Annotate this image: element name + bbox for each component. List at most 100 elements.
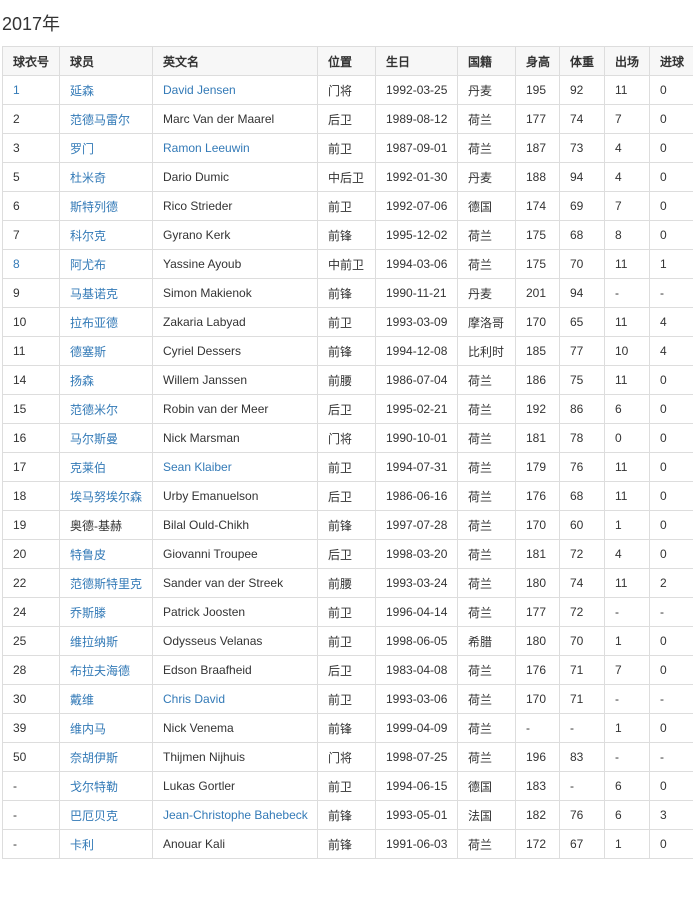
cell-nationality: 荷兰: [457, 249, 516, 279]
cell-height: 177: [515, 597, 560, 627]
cell-nationality: 荷兰: [457, 539, 516, 569]
cell-weight: 86: [559, 394, 605, 424]
player-link[interactable]: 马基诺克: [70, 286, 119, 301]
cell-player: 范德米尔: [59, 394, 153, 424]
cell-player: 杜米奇: [59, 162, 153, 192]
player-link[interactable]: 阿尤布: [70, 257, 107, 272]
cell-weight: -: [559, 771, 605, 801]
cell-position: 中前卫: [317, 249, 376, 279]
english-name-link[interactable]: Ramon Leeuwin: [163, 141, 250, 155]
table-row: 16 马尔斯曼 Nick Marsman 门将 1990-10-01 荷兰 181 78 0 0: [2, 423, 693, 453]
cell-player: 克莱伯: [59, 452, 153, 482]
table-row: 7 科尔克 Gyrano Kerk 前锋 1995-12-02 荷兰 175 68 8 0: [2, 220, 693, 250]
cell-birthday: 1994-03-06: [375, 249, 458, 279]
cell-player: 扬森: [59, 365, 153, 395]
player-link[interactable]: 布拉夫海德: [70, 663, 131, 678]
cell-nationality: 荷兰: [457, 104, 516, 134]
cell-height: 181: [515, 539, 560, 569]
cell-birthday: 1986-07-04: [375, 365, 458, 395]
cell-goals: 0: [649, 771, 693, 801]
cell-nationality: 荷兰: [457, 684, 516, 714]
cell-goals: 0: [649, 510, 693, 540]
english-name-link[interactable]: David Jensen: [163, 83, 236, 97]
cell-player: 埃马努埃尔森: [59, 481, 153, 511]
cell-weight: 83: [559, 742, 605, 772]
cell-position: 前锋: [317, 800, 376, 830]
player-link[interactable]: 斯特列德: [70, 199, 119, 214]
player-link[interactable]: 戴维: [70, 692, 95, 707]
cell-weight: 69: [559, 191, 605, 221]
english-name-link[interactable]: Jean-Christophe Bahebeck: [163, 808, 308, 822]
player-link[interactable]: 奈胡伊斯: [70, 750, 119, 765]
cell-position: 后卫: [317, 655, 376, 685]
cell-appearances: 11: [604, 568, 650, 598]
cell-nationality: 比利时: [457, 336, 516, 366]
player-link[interactable]: 范德斯特里克: [70, 576, 143, 591]
cell-goals: 0: [649, 481, 693, 511]
cell-nationality: 荷兰: [457, 481, 516, 511]
player-link[interactable]: 德塞斯: [70, 344, 107, 359]
player-link[interactable]: 卡利: [70, 837, 95, 852]
cell-jersey-number: 50: [2, 742, 60, 772]
cell-birthday: 1990-10-01: [375, 423, 458, 453]
player-link[interactable]: 克莱伯: [70, 460, 107, 475]
cell-appearances: 1: [604, 829, 650, 859]
player-link[interactable]: 拉布亚德: [70, 315, 119, 330]
player-link[interactable]: 马尔斯曼: [70, 431, 119, 446]
jersey-number-link[interactable]: 8: [13, 257, 20, 271]
cell-birthday: 1992-03-25: [375, 75, 458, 105]
player-link[interactable]: 维内马: [70, 721, 107, 736]
cell-position: 门将: [317, 742, 376, 772]
player-link[interactable]: 乔斯滕: [70, 605, 107, 620]
cell-weight: 72: [559, 539, 605, 569]
player-link[interactable]: 杜米奇: [70, 170, 107, 185]
cell-english-name: Urby Emanuelson: [152, 481, 318, 511]
cell-nationality: 荷兰: [457, 742, 516, 772]
player-link[interactable]: 特鲁皮: [70, 547, 107, 562]
cell-position: 前卫: [317, 597, 376, 627]
table-header-row: 球衣号 球员 英文名 位置 生日 国籍 身高 体重 出场 进球: [2, 46, 693, 76]
cell-weight: 71: [559, 684, 605, 714]
table-row: 10 拉布亚德 Zakaria Labyad 前卫 1993-03-09 摩洛哥 170 65…: [2, 307, 693, 337]
table-row: 8 阿尤布 Yassine Ayoub 中前卫 1994-03-06 荷兰 175 70 11 1: [2, 249, 693, 279]
cell-birthday: 1993-03-24: [375, 568, 458, 598]
cell-height: 176: [515, 481, 560, 511]
cell-appearances: 7: [604, 104, 650, 134]
cell-jersey-number: 39: [2, 713, 60, 743]
cell-height: 181: [515, 423, 560, 453]
cell-appearances: 1: [604, 510, 650, 540]
cell-goals: 0: [649, 191, 693, 221]
cell-english-name: Chris David: [152, 684, 318, 714]
cell-goals: 0: [649, 133, 693, 163]
player-link[interactable]: 维拉纳斯: [70, 634, 119, 649]
cell-weight: 73: [559, 133, 605, 163]
cell-goals: 0: [649, 162, 693, 192]
table-row: 9 马基诺克 Simon Makienok 前锋 1990-11-21 丹麦 201 94- -: [2, 278, 693, 308]
table-row: 15 范德米尔 Robin van der Meer 后卫 1995-02-21 荷兰 19…: [2, 394, 693, 424]
english-name-link[interactable]: Chris David: [163, 692, 226, 706]
player-link[interactable]: 范德马雷尔: [70, 112, 131, 127]
cell-position: 后卫: [317, 539, 376, 569]
english-name-link[interactable]: Sean Klaiber: [163, 460, 232, 474]
cell-position: 前锋: [317, 336, 376, 366]
cell-nationality: 丹麦: [457, 75, 516, 105]
jersey-number-link[interactable]: 1: [13, 83, 20, 97]
cell-height: 180: [515, 626, 560, 656]
player-link[interactable]: 巴厄贝克: [70, 808, 119, 823]
player-link[interactable]: 科尔克: [70, 228, 107, 243]
cell-english-name: Nick Venema: [152, 713, 318, 743]
cell-appearances: 10: [604, 336, 650, 366]
cell-height: 201: [515, 278, 560, 308]
cell-height: 186: [515, 365, 560, 395]
player-link[interactable]: 埃马努埃尔森: [70, 489, 143, 504]
player-link[interactable]: 延森: [70, 83, 95, 98]
player-link[interactable]: 范德米尔: [70, 402, 119, 417]
player-link[interactable]: 戈尔特勒: [70, 779, 119, 794]
player-link[interactable]: 罗门: [70, 141, 95, 156]
cell-height: 195: [515, 75, 560, 105]
cell-birthday: 1992-07-06: [375, 191, 458, 221]
cell-height: 188: [515, 162, 560, 192]
cell-player: 巴厄贝克: [59, 800, 153, 830]
player-link[interactable]: 扬森: [70, 373, 95, 388]
cell-jersey-number: 15: [2, 394, 60, 424]
